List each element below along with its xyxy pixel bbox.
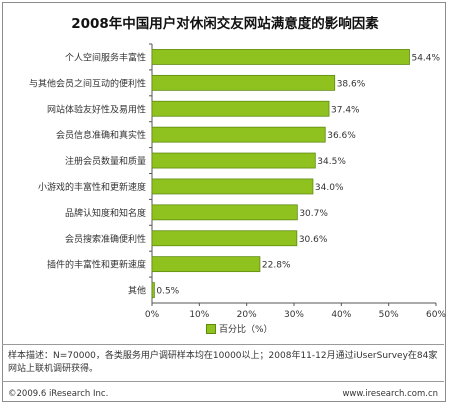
bar [151,74,336,91]
category-label: 其他 [128,285,146,297]
bar [151,178,314,195]
sample-note-box: 样本描述：N=70000，各类服务用户调研样本均在10000以上；2008年11… [2,344,444,382]
value-label: 34.5% [317,157,346,167]
sample-note: 样本描述：N=70000，各类服务用户调研样本均在10000以上；2008年11… [8,351,438,374]
value-label: 22.8% [262,261,291,271]
bar [151,282,155,298]
chart-frame: 2008年中国用户对休闲交友网站满意度的影响因素 [2,2,446,402]
bar [151,204,298,221]
category-label: 会员搜索准确便利性 [65,233,146,245]
bar [151,256,261,273]
x-tick-label: 30% [284,310,304,320]
value-label: 38.6% [337,79,366,89]
value-label: 36.6% [327,131,356,141]
website-text: www.iresearch.com.cn [342,389,438,399]
legend-swatch [206,323,216,334]
bar [151,49,410,65]
category-label: 与其他会员之间互动的便利性 [29,77,146,89]
bar [151,100,330,117]
copyright-text: ©2009.6 iResearch Inc. [8,389,109,399]
value-label: 37.4% [331,105,360,115]
x-tick-label: 20% [237,310,257,320]
x-tick-label: 60% [426,310,446,320]
value-label: 34.0% [315,183,344,193]
value-label: 0.5% [156,287,179,297]
chart-legend: 百分比（%） [206,322,273,335]
category-label: 会员信息准确和真实性 [56,129,146,141]
category-label: 品牌认知度和知名度 [65,207,146,219]
category-label: 网站体验友好性及易用性 [47,103,146,115]
x-tick-label: 0% [145,310,160,320]
x-tick-label: 40% [331,310,351,320]
bar [151,126,326,143]
category-label: 小游戏的丰富性和更新速度 [38,181,146,193]
legend-label: 百分比（%） [219,325,273,335]
value-label: 54.4% [411,53,440,63]
category-label: 插件的丰富性和更新速度 [47,259,146,271]
bar [151,230,298,247]
bar [151,152,316,169]
value-label: 30.6% [299,235,328,245]
value-label: 30.7% [299,209,328,219]
chart-title: 2008年中国用户对休闲交友网站满意度的影响因素 [71,16,379,32]
x-tick-label: 10% [189,310,209,320]
category-label: 个人空间服务丰富性 [65,51,146,63]
category-label: 注册会员数量和质量 [65,155,146,167]
x-tick-label: 50% [379,310,399,320]
